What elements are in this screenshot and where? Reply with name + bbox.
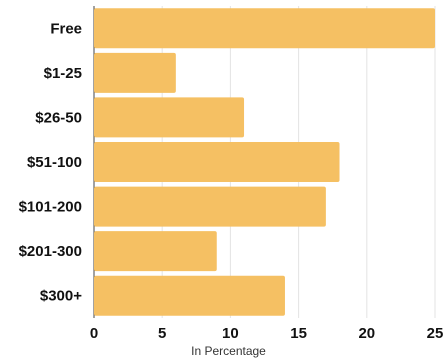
bar [94, 231, 217, 272]
x-tick-label: 0 [90, 325, 98, 342]
category-label: $51-100 [27, 154, 82, 171]
x-tick-label: 5 [158, 325, 166, 342]
bar [94, 52, 176, 93]
x-axis-title: In Percentage [191, 344, 266, 358]
category-label: $1-25 [44, 65, 82, 82]
x-tick-label: 20 [358, 325, 375, 342]
bar [94, 97, 245, 138]
category-label: $201-300 [19, 243, 82, 260]
bar [94, 8, 435, 49]
x-tick-labels: 0 5 10 15 20 25 [90, 325, 443, 342]
x-tick-label: 10 [222, 325, 239, 342]
category-label: $26-50 [35, 109, 82, 126]
bar [94, 275, 285, 316]
bar [94, 186, 326, 227]
bars [94, 8, 435, 316]
category-label: $101-200 [19, 199, 82, 216]
x-tick-label: 15 [290, 325, 307, 342]
bar [94, 142, 340, 182]
x-tick-label: 25 [427, 325, 443, 342]
category-label: $300+ [40, 288, 82, 305]
category-labels: Free $1-25 $26-50 $51-100 $101-200 $201-300 $3… [19, 20, 83, 304]
category-label: Free [50, 20, 82, 37]
